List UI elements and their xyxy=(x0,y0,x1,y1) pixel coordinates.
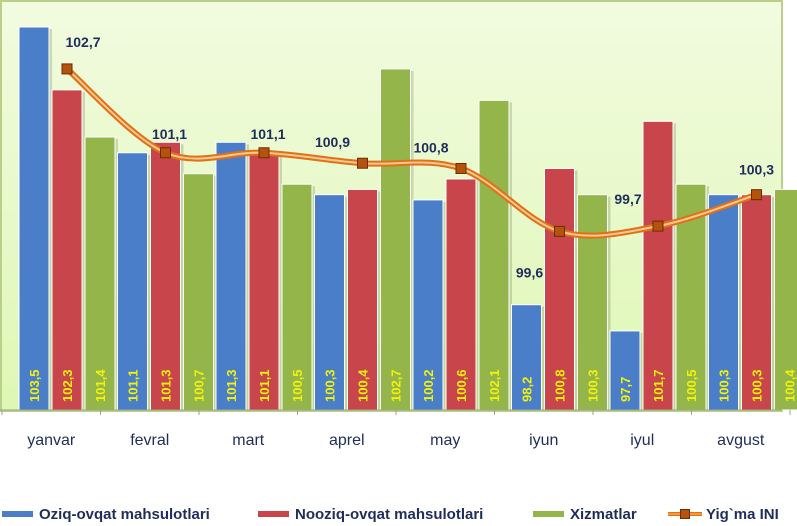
bar-value-label: 100,3 xyxy=(323,369,338,402)
bar-xizmatlar-fevral xyxy=(183,173,214,411)
bar-oziq-ovqat-iyul xyxy=(609,330,641,411)
legend: Oziq-ovqat mahsulotlari Nooziq-ovqat mah… xyxy=(0,504,797,524)
bar-nooziq-ovqat-yanvar xyxy=(51,89,83,411)
bar-xizmatlar-aprel xyxy=(380,68,411,411)
bar-oziq-ovqat-iyun xyxy=(511,304,542,411)
legend-swatch-blue xyxy=(2,511,33,517)
bar-nooziq-ovqat-avgust xyxy=(741,194,772,411)
bar-value-label: 102,1 xyxy=(487,369,502,402)
ini-marker-iyul xyxy=(652,220,664,232)
ini-marker-mart xyxy=(258,147,270,159)
bar-value-label: 101,4 xyxy=(93,369,108,402)
legend-label: Xizmatlar xyxy=(570,505,637,523)
bar-value-label: 100,3 xyxy=(750,369,765,402)
ini-value-label: 99,6 xyxy=(516,264,543,280)
bar-oziq-ovqat-yanvar xyxy=(18,26,50,411)
bar-xizmatlar-may xyxy=(478,99,510,411)
legend-swatch-red xyxy=(258,511,289,517)
ini-value-label: 100,9 xyxy=(315,134,350,150)
bar-nooziq-ovqat-may xyxy=(445,178,477,411)
legend-item-oziq-ovqat: Oziq-ovqat mahsulotlari xyxy=(2,504,210,524)
bar-value-label: 100,6 xyxy=(454,369,469,402)
legend-label: Yig`ma INI xyxy=(706,505,779,523)
category-label-yanvar: yanvar xyxy=(27,432,76,449)
legend-item-nooziq-ovqat: Nooziq-ovqat mahsulotlari xyxy=(258,504,483,524)
ini-marker-may xyxy=(455,162,467,174)
ini-marker-aprel xyxy=(357,157,368,169)
ini-value-label: 102,7 xyxy=(65,34,100,50)
bar-nooziq-ovqat-aprel xyxy=(347,188,378,411)
bar-value-label: 102,3 xyxy=(60,369,75,402)
bar-xizmatlar-mart xyxy=(281,183,313,411)
bar-value-label: 101,7 xyxy=(651,369,666,402)
legend-line-marker-icon xyxy=(668,509,702,519)
ini-value-label: 99,7 xyxy=(614,191,641,207)
bar-value-label: 100,7 xyxy=(192,369,207,402)
bar-value-label: 100,4 xyxy=(356,369,371,402)
category-label-iyun: iyun xyxy=(529,432,558,449)
bar-value-label: 103,5 xyxy=(27,369,42,402)
bar-value-label: 102,7 xyxy=(389,369,404,402)
bar-oziq-ovqat-fevral xyxy=(117,152,148,411)
ini-marker-yanvar xyxy=(61,63,73,75)
legend-swatch-green xyxy=(533,511,564,517)
category-label-mart: mart xyxy=(232,432,265,449)
ini-marker-fevral xyxy=(160,147,171,159)
bar-value-label: 100,5 xyxy=(290,369,305,402)
bar-oziq-ovqat-may xyxy=(412,199,444,411)
bar-xizmatlar-yanvar xyxy=(84,136,116,411)
bar-value-label: 97,7 xyxy=(618,377,633,402)
bar-nooziq-ovqat-iyun xyxy=(544,167,575,411)
ini-value-label: 100,3 xyxy=(739,162,774,178)
category-label-aprel: aprel xyxy=(329,432,365,449)
bar-value-label: 100,4 xyxy=(783,369,797,402)
ini-value-label: 101,1 xyxy=(250,126,285,142)
ini-marker-iyun xyxy=(554,225,565,237)
category-label-may: may xyxy=(430,432,460,449)
bar-value-label: 101,3 xyxy=(159,369,174,402)
bar-value-label: 101,3 xyxy=(224,369,239,402)
bar-value-label: 100,8 xyxy=(553,369,568,402)
category-label-fevral: fevral xyxy=(130,432,169,449)
legend-label: Nooziq-ovqat mahsulotlari xyxy=(295,505,484,523)
ini-marker-avgust xyxy=(751,189,762,201)
ini-value-label: 101,1 xyxy=(152,126,187,142)
category-label-avgust: avgust xyxy=(717,432,765,449)
legend-label: Oziq-ovqat mahsulotlari xyxy=(39,505,210,523)
bar-value-label: 100,2 xyxy=(421,369,436,402)
legend-item-yigma-ini: Yig`ma INI xyxy=(668,504,779,524)
bar-oziq-ovqat-avgust xyxy=(708,194,739,411)
legend-item-xizmatlar: Xizmatlar xyxy=(533,504,637,524)
bar-value-label: 101,1 xyxy=(126,369,141,402)
bar-nooziq-ovqat-fevral xyxy=(150,141,181,411)
bar-nooziq-ovqat-iyul xyxy=(642,120,674,411)
category-label-iyul: iyul xyxy=(630,432,654,449)
bar-xizmatlar-iyun xyxy=(577,194,608,411)
bar-oziq-ovqat-aprel xyxy=(314,194,345,411)
bar-value-label: 100,5 xyxy=(684,369,699,402)
bar-nooziq-ovqat-mart xyxy=(248,152,280,411)
ini-value-label: 100,8 xyxy=(413,139,448,155)
bar-value-label: 98,2 xyxy=(520,377,535,402)
bar-value-label: 100,3 xyxy=(717,369,732,402)
bar-oziq-ovqat-mart xyxy=(215,141,247,411)
bar-value-label: 101,1 xyxy=(257,369,272,402)
bar-value-label: 100,3 xyxy=(586,369,601,402)
